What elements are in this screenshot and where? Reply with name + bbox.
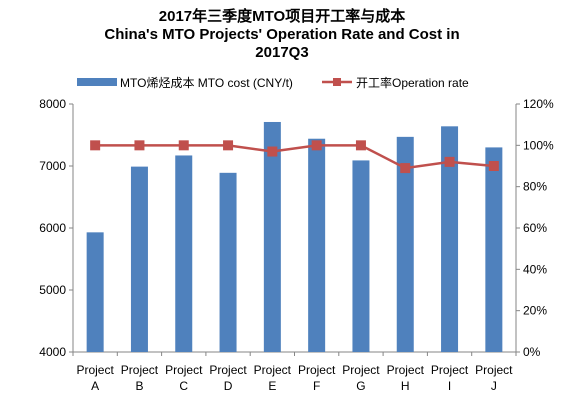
x-tick-label: Project xyxy=(209,363,247,377)
cost-bar xyxy=(130,166,148,352)
operation-rate-marker xyxy=(90,140,101,151)
x-tick-label: A xyxy=(91,379,99,393)
x-tick-label: E xyxy=(268,379,276,393)
cost-bar xyxy=(86,232,104,352)
left-tick-label: 4000 xyxy=(39,345,66,359)
operation-rate-marker xyxy=(223,140,234,151)
operation-rate-line xyxy=(95,144,494,170)
x-tick-label: B xyxy=(135,379,143,393)
x-tick-label: C xyxy=(179,379,188,393)
x-tick-label: Project xyxy=(254,363,292,377)
x-axis-labels: Project A Project B Project C Project D Project E… xyxy=(76,363,513,393)
left-tick-label: 7000 xyxy=(39,159,66,173)
right-tick-label: 100% xyxy=(523,138,554,152)
operation-rate-marker xyxy=(400,163,411,174)
right-tick-label: 60% xyxy=(523,221,547,235)
cost-bar xyxy=(352,160,370,352)
x-tick-label: Project xyxy=(431,363,469,377)
cost-bar xyxy=(396,136,414,352)
legend: MTO烯烃成本 MTO cost (CNY/t) 开工率Operation ra… xyxy=(77,75,469,90)
operation-rate-marker xyxy=(134,140,145,151)
operation-rate-series xyxy=(90,140,499,174)
x-tick-label: Project xyxy=(475,363,513,377)
x-tick-label: Project xyxy=(76,363,114,377)
legend-label-cost: MTO烯烃成本 MTO cost (CNY/t) xyxy=(120,76,293,90)
left-tick-label: 6000 xyxy=(39,221,66,235)
x-tick-label: G xyxy=(356,379,365,393)
x-tick-label: Project xyxy=(165,363,203,377)
operation-rate-marker xyxy=(355,140,366,151)
left-tick-label: 8000 xyxy=(39,97,66,111)
right-tick-label: 80% xyxy=(523,180,547,194)
x-tick-label: Project xyxy=(298,363,336,377)
operation-rate-marker xyxy=(178,140,189,151)
x-tick-label: D xyxy=(224,379,233,393)
legend-swatch-cost xyxy=(77,78,117,86)
cost-bar xyxy=(263,121,281,352)
cost-bar xyxy=(219,172,237,352)
cost-bar xyxy=(441,126,459,352)
chart-title-line-1: 2017年三季度MTO项目开工率与成本 xyxy=(159,7,405,25)
cost-bar xyxy=(485,147,503,352)
right-tick-label: 120% xyxy=(523,97,554,111)
operation-rate-marker xyxy=(488,161,499,171)
chart-title-line-3: 2017Q3 xyxy=(255,44,308,61)
x-tick-label: F xyxy=(313,379,320,393)
right-tick-label: 20% xyxy=(523,304,547,318)
left-tick-label: 5000 xyxy=(39,283,66,297)
chart-title: 2017年三季度MTO项目开工率与成本 China's MTO Projects… xyxy=(104,7,459,61)
cost-bar xyxy=(308,138,326,352)
x-tick-label: Project xyxy=(387,363,425,377)
x-tick-label: Project xyxy=(121,363,159,377)
x-tick-label: I xyxy=(448,379,451,393)
bars xyxy=(86,121,503,352)
chart-title-line-2: China's MTO Projects' Operation Rate and… xyxy=(104,26,459,43)
legend-label-rate: 开工率Operation rate xyxy=(356,75,469,90)
operation-rate-marker xyxy=(267,146,278,157)
x-tick-label: J xyxy=(491,379,497,393)
x-tick-label: Project xyxy=(342,363,380,377)
axes: 4000 5000 6000 7000 8000 0% 20% 40% 60% 80% 100% 12… xyxy=(39,97,554,359)
cost-bar xyxy=(175,155,193,352)
x-tick-label: H xyxy=(401,379,410,393)
right-tick-label: 40% xyxy=(523,262,547,276)
operation-rate-marker xyxy=(311,140,322,151)
operation-rate-marker xyxy=(444,156,455,167)
legend-swatch-rate-marker xyxy=(333,78,341,86)
right-tick-label: 0% xyxy=(523,345,541,359)
